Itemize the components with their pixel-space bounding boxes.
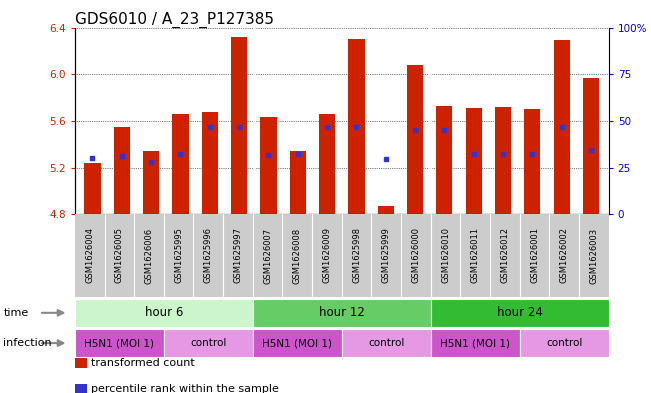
Text: GSM1626011: GSM1626011 bbox=[471, 228, 480, 283]
Bar bbox=[436, 106, 452, 214]
Bar bbox=[143, 151, 159, 214]
Text: control: control bbox=[368, 338, 404, 348]
Text: GSM1626008: GSM1626008 bbox=[293, 228, 302, 283]
Text: GSM1626010: GSM1626010 bbox=[441, 228, 450, 283]
Text: GSM1626005: GSM1626005 bbox=[115, 228, 124, 283]
Text: GSM1626002: GSM1626002 bbox=[560, 228, 569, 283]
Bar bbox=[260, 118, 277, 214]
Text: GSM1626000: GSM1626000 bbox=[411, 228, 421, 283]
Text: GSM1625997: GSM1625997 bbox=[234, 228, 242, 283]
Bar bbox=[202, 112, 218, 214]
Bar bbox=[495, 107, 511, 214]
Text: GSM1625998: GSM1625998 bbox=[352, 228, 361, 283]
Bar bbox=[85, 163, 100, 214]
Bar bbox=[114, 127, 130, 214]
Bar bbox=[554, 40, 570, 214]
Text: GSM1626001: GSM1626001 bbox=[530, 228, 539, 283]
Text: H5N1 (MOI 1): H5N1 (MOI 1) bbox=[262, 338, 332, 348]
Text: GSM1626007: GSM1626007 bbox=[263, 228, 272, 283]
Text: percentile rank within the sample: percentile rank within the sample bbox=[91, 384, 279, 393]
Bar bbox=[348, 39, 365, 214]
Text: control: control bbox=[546, 338, 583, 348]
Bar bbox=[290, 151, 306, 214]
Text: infection: infection bbox=[3, 338, 52, 348]
Bar bbox=[319, 114, 335, 214]
Text: GSM1625995: GSM1625995 bbox=[174, 228, 183, 283]
Text: hour 24: hour 24 bbox=[497, 306, 543, 320]
Text: GSM1625999: GSM1625999 bbox=[381, 228, 391, 283]
Text: H5N1 (MOI 1): H5N1 (MOI 1) bbox=[85, 338, 154, 348]
Bar bbox=[231, 37, 247, 214]
Text: transformed count: transformed count bbox=[91, 358, 195, 368]
Bar bbox=[407, 65, 423, 214]
Text: time: time bbox=[3, 308, 29, 318]
Bar bbox=[583, 78, 599, 214]
Text: hour 6: hour 6 bbox=[145, 306, 183, 320]
Bar bbox=[524, 109, 540, 214]
Text: H5N1 (MOI 1): H5N1 (MOI 1) bbox=[440, 338, 510, 348]
Text: GSM1626003: GSM1626003 bbox=[589, 228, 598, 283]
Bar bbox=[173, 114, 189, 214]
Bar bbox=[378, 206, 394, 214]
Text: GSM1626006: GSM1626006 bbox=[145, 228, 154, 283]
Text: control: control bbox=[190, 338, 227, 348]
Text: GDS6010 / A_23_P127385: GDS6010 / A_23_P127385 bbox=[75, 12, 274, 28]
Text: GSM1626004: GSM1626004 bbox=[85, 228, 94, 283]
Bar bbox=[465, 108, 482, 214]
Text: GSM1625996: GSM1625996 bbox=[204, 228, 213, 283]
Text: GSM1626009: GSM1626009 bbox=[322, 228, 331, 283]
Text: hour 12: hour 12 bbox=[319, 306, 365, 320]
Text: GSM1626012: GSM1626012 bbox=[501, 228, 509, 283]
